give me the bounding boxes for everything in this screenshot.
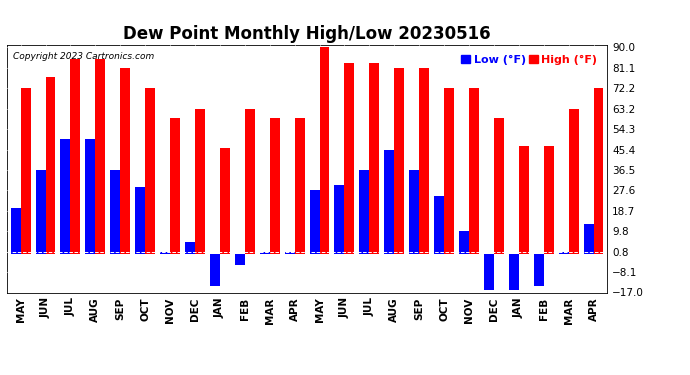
- Bar: [46, 77, 55, 254]
- Title: Dew Point Monthly High/Low 20230516: Dew Point Monthly High/Low 20230516: [124, 26, 491, 44]
- Bar: [135, 187, 145, 254]
- Bar: [419, 68, 429, 254]
- Bar: [310, 190, 319, 254]
- Bar: [534, 254, 544, 286]
- Bar: [444, 88, 454, 254]
- Bar: [519, 146, 529, 254]
- Bar: [409, 170, 419, 254]
- Bar: [559, 252, 569, 254]
- Legend: Low (°F), High (°F): Low (°F), High (°F): [457, 51, 602, 69]
- Bar: [86, 139, 95, 254]
- Bar: [10, 208, 21, 254]
- Bar: [245, 109, 255, 254]
- Bar: [569, 109, 578, 254]
- Bar: [195, 109, 205, 254]
- Bar: [593, 88, 604, 254]
- Bar: [584, 224, 593, 254]
- Bar: [95, 59, 106, 254]
- Bar: [220, 148, 230, 254]
- Text: Copyright 2023 Cartronics.com: Copyright 2023 Cartronics.com: [13, 53, 154, 62]
- Bar: [21, 88, 30, 254]
- Bar: [61, 139, 70, 254]
- Bar: [185, 242, 195, 254]
- Bar: [285, 252, 295, 254]
- Bar: [394, 68, 404, 254]
- Bar: [319, 47, 329, 254]
- Bar: [295, 118, 304, 254]
- Bar: [484, 254, 494, 290]
- Bar: [145, 88, 155, 254]
- Bar: [434, 196, 444, 254]
- Bar: [335, 185, 344, 254]
- Bar: [270, 118, 279, 254]
- Bar: [259, 252, 270, 254]
- Bar: [170, 118, 180, 254]
- Bar: [235, 254, 245, 265]
- Bar: [70, 59, 80, 254]
- Bar: [359, 170, 369, 254]
- Bar: [494, 118, 504, 254]
- Bar: [459, 231, 469, 254]
- Bar: [210, 254, 220, 286]
- Bar: [469, 88, 479, 254]
- Bar: [160, 252, 170, 254]
- Bar: [509, 254, 519, 290]
- Bar: [36, 170, 46, 254]
- Bar: [544, 146, 553, 254]
- Bar: [344, 63, 355, 254]
- Bar: [384, 150, 394, 254]
- Bar: [120, 68, 130, 254]
- Bar: [369, 63, 380, 254]
- Bar: [110, 170, 120, 254]
